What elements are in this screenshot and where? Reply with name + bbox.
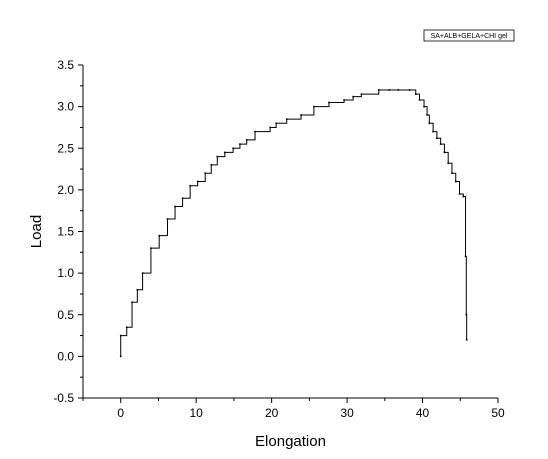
y-axis-title: Load xyxy=(28,215,45,248)
data-point xyxy=(216,155,219,158)
y-tick-label: 3.0 xyxy=(57,100,74,114)
data-point xyxy=(352,95,354,98)
data-point xyxy=(224,151,226,154)
data-point xyxy=(388,89,391,91)
data-point xyxy=(254,130,256,133)
data-point xyxy=(196,180,199,183)
data-point xyxy=(454,180,457,183)
y-tick-label: 3.5 xyxy=(57,58,74,72)
data-point xyxy=(360,93,363,95)
data-point xyxy=(397,89,400,91)
x-tick-label: 20 xyxy=(265,406,279,420)
x-tick-label: 50 xyxy=(491,406,505,420)
y-tick-label: 1.0 xyxy=(57,266,74,280)
data-point xyxy=(328,101,330,104)
data-point xyxy=(436,137,438,140)
y-tick-label: 0.5 xyxy=(57,308,74,322)
data-point xyxy=(343,99,345,101)
data-point xyxy=(141,272,144,274)
data-point xyxy=(464,255,467,258)
data-point xyxy=(432,130,434,133)
data-point xyxy=(125,326,128,329)
x-axis-title: Elongation xyxy=(255,433,326,450)
data-point xyxy=(275,122,277,125)
series-line xyxy=(120,89,468,357)
data-point xyxy=(131,301,133,304)
data-point xyxy=(158,234,161,237)
x-tick-label: 40 xyxy=(416,406,430,420)
y-tick-label: 0.0 xyxy=(57,349,74,363)
data-point xyxy=(239,143,241,145)
data-point xyxy=(443,151,446,154)
data-point xyxy=(269,126,271,129)
x-tick-label: 0 xyxy=(117,406,124,420)
data-point xyxy=(313,105,315,108)
data-point xyxy=(458,193,461,195)
data-point xyxy=(119,355,122,358)
data-point xyxy=(245,139,248,141)
legend-entry: SA+ALB+GELA+CHI gel xyxy=(431,33,508,40)
x-tick-label: 10 xyxy=(190,406,204,420)
y-tick-label: 2.5 xyxy=(57,141,74,155)
data-point xyxy=(189,184,191,187)
data-point xyxy=(181,197,184,199)
data-point xyxy=(377,89,380,91)
data-point xyxy=(439,143,442,145)
data-point xyxy=(462,195,465,198)
data-point xyxy=(174,205,176,208)
data-point xyxy=(204,172,207,175)
data-point xyxy=(136,288,139,291)
x-tick-label: 30 xyxy=(340,406,354,420)
data-point xyxy=(119,334,122,337)
data-point xyxy=(232,147,234,150)
legend-box xyxy=(423,29,515,42)
y-tick-label: 1.5 xyxy=(57,225,74,239)
data-point xyxy=(428,122,431,125)
data-point xyxy=(423,105,425,108)
data-point xyxy=(285,118,288,120)
data-point xyxy=(414,93,417,95)
data-point xyxy=(447,162,449,165)
y-tick-label: -0.5 xyxy=(53,391,74,405)
data-point xyxy=(465,313,468,316)
data-point xyxy=(210,164,213,166)
data-point xyxy=(465,338,468,341)
data-point xyxy=(426,114,428,116)
data-point xyxy=(451,172,453,175)
data-point xyxy=(150,247,152,249)
data-point xyxy=(300,114,302,116)
y-tick-label: 2.0 xyxy=(57,183,74,197)
data-point xyxy=(418,99,421,101)
data-point xyxy=(166,218,169,220)
data-point xyxy=(408,89,411,91)
